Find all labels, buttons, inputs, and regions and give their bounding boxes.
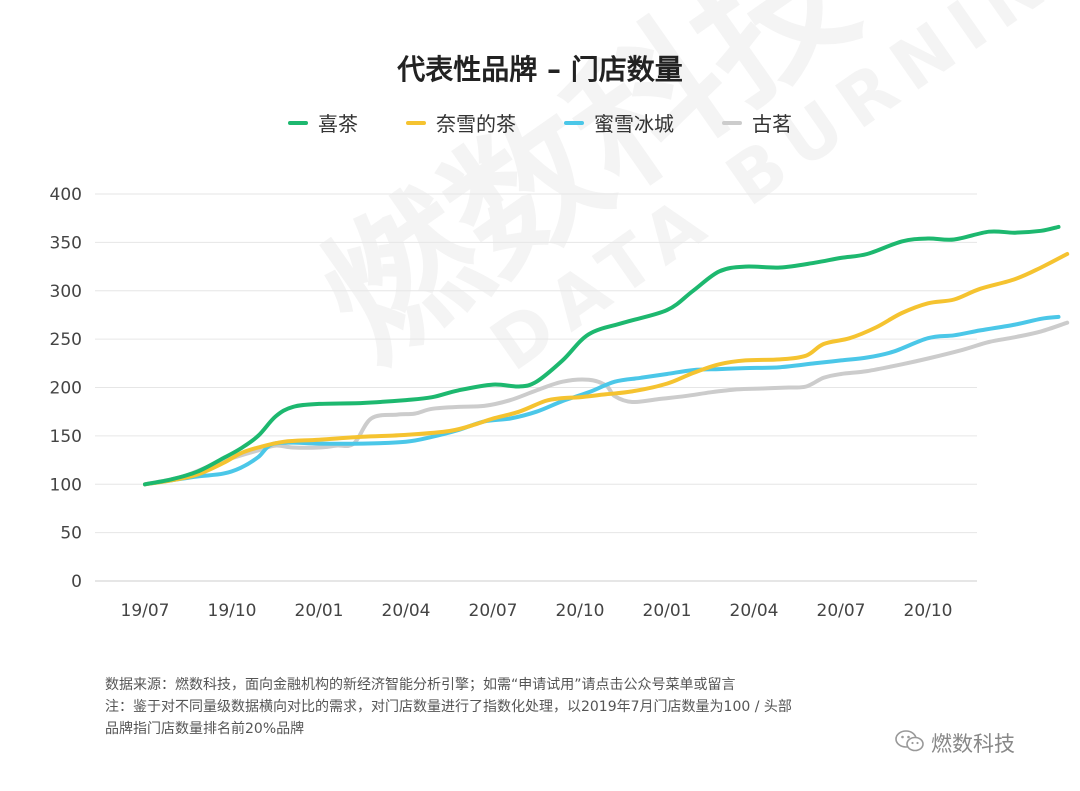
legend-item-0: 喜茶 — [288, 108, 358, 137]
y-tick-label: 200 — [50, 379, 82, 399]
x-tick-label: 19/07 — [121, 601, 170, 621]
x-tick-label: 20/04 — [382, 601, 431, 621]
y-tick-label: 150 — [50, 427, 82, 447]
brand-signature: 燃数科技 — [895, 728, 1015, 758]
legend-swatch — [722, 120, 742, 125]
series-line-1 — [143, 252, 1070, 487]
footer-notes: 数据来源：燃数科技，面向金融机构的新经济智能分析引擎；如需“申请试用”请点击公众… — [105, 674, 905, 740]
legend-swatch — [406, 120, 426, 125]
legend-item-3: 古茗 — [722, 108, 792, 137]
source-note: 数据来源：燃数科技，面向金融机构的新经济智能分析引擎；如需“申请试用”请点击公众… — [105, 677, 736, 693]
legend-swatch — [288, 120, 308, 125]
legend-label: 古茗 — [752, 112, 792, 136]
brand-label: 燃数科技 — [931, 732, 1015, 756]
legend-item-1: 奈雪的茶 — [406, 108, 516, 137]
x-tick-label: 20/01 — [295, 601, 344, 621]
x-tick-label: 20/04 — [730, 601, 779, 621]
chart-legend: 喜茶 奈雪的茶 蜜雪冰城 古茗 — [0, 108, 1080, 137]
legend-label: 喜茶 — [318, 112, 358, 136]
x-tick-label: 20/07 — [817, 601, 866, 621]
legend-label: 奈雪的茶 — [436, 112, 516, 136]
x-tick-label: 19/10 — [208, 601, 257, 621]
y-tick-label: 100 — [50, 475, 82, 495]
series-line-3 — [143, 320, 1070, 487]
legend-label: 蜜雪冰城 — [594, 112, 674, 136]
methodology-note-line2: 品牌指门店数量排名前20%品牌 — [105, 721, 305, 737]
y-tick-label: 300 — [50, 282, 82, 302]
x-tick-label: 20/10 — [904, 601, 953, 621]
y-tick-label: 400 — [50, 185, 82, 205]
x-tick-label: 20/01 — [643, 601, 692, 621]
y-tick-label: 50 — [60, 524, 82, 544]
y-tick-label: 350 — [50, 233, 82, 253]
chart-title: 代表性品牌 – 门店数量 — [397, 53, 683, 86]
y-tick-label: 0 — [71, 572, 82, 592]
x-tick-label: 20/07 — [469, 601, 518, 621]
series-line-0 — [143, 224, 1061, 487]
wechat-icon — [895, 729, 925, 758]
legend-swatch — [564, 120, 584, 125]
series-line-2 — [143, 314, 1061, 487]
legend-item-2: 蜜雪冰城 — [564, 108, 674, 137]
y-tick-label: 250 — [50, 330, 82, 350]
methodology-note-line1: 注：鉴于对不同量级数据横向对比的需求，对门店数量进行了指数化处理，以2019年7… — [105, 699, 792, 715]
x-tick-label: 20/10 — [556, 601, 605, 621]
